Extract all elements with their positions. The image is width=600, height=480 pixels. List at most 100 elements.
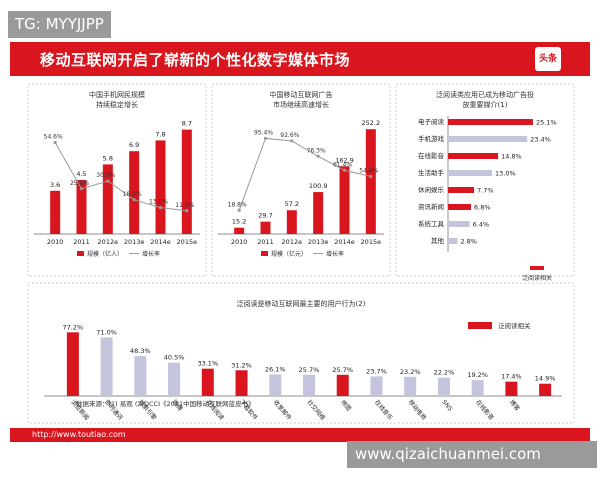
title-banner: 移动互联网开启了崭新的个性化数字媒体市场 头条 [10,42,590,76]
behavior-bar [336,374,349,396]
combo1-bar [50,190,61,234]
slide: 移动互联网开启了崭新的个性化数字媒体市场 头条 中国手机网民规模 持续稳定增长 3.… [10,42,590,442]
combo1-bar [181,129,192,234]
behavior-value-label: 14.9% [535,375,556,383]
behavior-category-label: 博客 [508,398,522,412]
combo2-x-tick: 2014e [334,238,355,246]
behavior-category-label: 在线影音 [474,398,496,422]
combo2-rate-point [342,168,347,172]
combo1-x-tick: 2014e [150,238,171,246]
hbar-value-label: 14.8% [501,153,522,161]
behavior-category-label: 社交网络 [305,398,327,422]
combo2-bar [339,166,350,234]
combo2-bar-label: 57.2 [285,200,299,208]
behavior-bar [168,362,181,396]
combo1-bar [102,164,113,234]
hbar-legend-label: 泛阅读相关 [522,274,552,282]
hbar-title: 泛阅读类应用已成为移动广告投 [436,90,534,99]
behavior-legend-label: 泛阅读相关 [498,321,531,330]
combo2-rate-point [369,174,373,179]
combo1-rate-point [106,179,110,183]
combo2-rate-line [238,137,371,211]
combo2-rate-point [316,154,320,158]
combo1-title: 中国手机网民规模 [89,90,145,99]
footer-bar: http://www.toutiao.com [10,428,590,442]
combo2-rate-point [237,208,241,212]
combo1-bar-label: 4.5 [76,170,86,178]
hbar-frame [395,83,575,277]
combo1-frame [27,83,207,277]
behavior-value-label: 17.4% [501,373,522,381]
behavior-category-label: 移动电商 [407,398,429,422]
combo1-bar-label: 3.6 [50,181,60,189]
combo2-bar-label: 252.2 [362,119,381,127]
hbar-legend-swatch [530,266,544,270]
hbar-value-label: 2.8% [460,238,477,246]
combo2-x-tick: 2010 [231,238,248,246]
combo1-rate-label: 54.6% [44,133,63,140]
behavior-bar [471,380,484,396]
hbar-bar [448,136,528,142]
hbar-value-label: 13.0% [495,170,516,178]
combo2-bar [313,192,324,234]
combo2-title: 市场继续高速增长 [273,100,329,109]
combo1-rate-line [54,142,187,212]
combo2-bar-label: 15.2 [232,218,246,226]
combo2-rate-label: 54.8% [359,167,378,174]
hbar-category-label: 资讯新闻 [418,202,444,211]
behavior-legend-swatch [468,322,492,329]
hbar-bar [448,153,499,159]
combo2-rate-point [263,136,268,140]
combo2-x-tick: 2012e [282,238,303,246]
hbar-value-label: 25.1% [536,119,557,127]
behavior-value-label: 25.7% [332,366,353,374]
combo2-rate-label: 61.4% [333,161,352,168]
behavior-value-label: 19.2% [467,371,488,379]
combo2-bar-label: 100.9 [309,182,328,190]
combo1-rate-point [53,140,57,145]
combo2-bar [234,227,245,234]
hbar-bar [448,238,458,244]
combo1-x-tick: 2013e [124,238,145,246]
hbar-bar [448,221,470,227]
hbar-category-label: 在线影音 [418,151,445,160]
behavior-bar [505,381,518,396]
hbar-bar [448,204,472,210]
behavior-category-label: SNS [440,399,453,413]
combo2-rate-label: 18.8% [228,201,247,208]
source-note: 数据来源：(1) 易观 (2)DCCI《2011中国移动互联网蓝皮书》 [76,400,255,408]
combo2-bar [365,129,376,234]
combo1-rate-point [132,198,136,202]
combo1-rate-label: 11.0% [175,202,194,209]
combo1-bar [155,140,166,234]
hbar-value-label: 23.4% [530,136,551,144]
combo1-legend-bar-swatch [77,251,84,256]
footer-url: http://www.toutiao.com [32,430,126,439]
combo1-legend-bar-label: 规模（亿人） [87,250,123,258]
combo2-frame [211,83,391,277]
combo1-x-tick: 2012e [98,238,119,246]
combo2-rate-point [290,139,294,143]
combo1-rate-point [185,209,189,213]
behavior-frame [27,282,575,424]
combo2-title: 中国移动互联网广告 [270,90,333,99]
slide-title: 移动互联网开启了崭新的个性化数字媒体市场 [40,51,351,69]
behavior-title: 泛阅读是移动互联网最主要的用户行为(2) [237,299,366,308]
behavior-category-label: 在线音乐 [373,398,395,422]
hbar-value-label: 6.8% [474,204,491,212]
combo1-bar-label: 5.8 [103,154,113,162]
behavior-bar [404,376,417,396]
behavior-value-label: 26.1% [265,365,286,373]
behavior-value-label: 25.7% [299,366,320,374]
hbar-category-label: 其他 [431,236,445,245]
behavior-bar [100,337,113,396]
hbar-value-label: 7.7% [477,187,494,195]
toutiao-logo-icon: 头条 [535,47,561,71]
combo1-legend-line-label: 增长率 [142,250,160,258]
watermark-top: TG: MYYJJPP [8,11,111,38]
combo2-bar [260,221,271,234]
combo2-legend-bar-label: 规模（亿元） [271,250,307,258]
combo1-bar-label: 6.9 [129,141,139,149]
combo2-bar [286,210,297,234]
behavior-value-label: 23.7% [366,367,387,375]
